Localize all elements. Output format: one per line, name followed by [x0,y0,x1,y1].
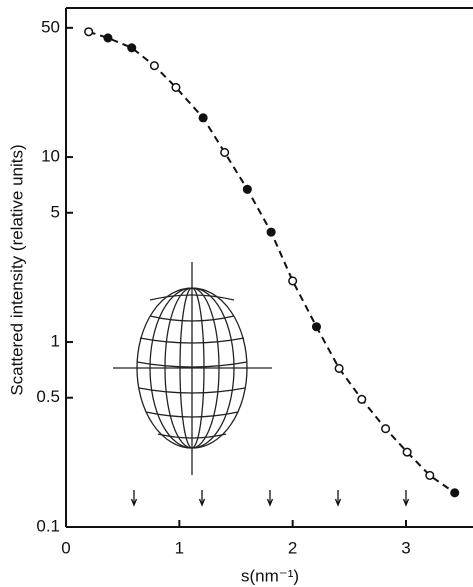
data-point [381,424,391,434]
ellipsoid-model [113,262,272,475]
data-point [84,27,94,37]
x-axis-label: s(nm⁻¹) [241,566,299,585]
y-tick-label: 0.1 [36,516,60,535]
arrow-marker [198,490,206,507]
data-point [198,113,208,123]
data-point [220,147,230,157]
data-point [288,276,298,286]
arrow-marker [402,490,410,507]
x-tick-label: 2 [288,538,297,557]
arrow-marker [266,490,274,507]
data-point [334,363,344,373]
data-point [149,61,159,71]
y-tick-label: 1 [51,332,60,351]
x-tick-label: 3 [401,538,410,557]
x-tick-label: 1 [175,538,184,557]
data-point [171,82,181,93]
y-tick-label: 10 [41,147,60,166]
arrow-marker [334,490,342,507]
arrow-marker [130,490,138,507]
data-point [311,322,322,332]
data-point [103,33,113,43]
data-point [357,394,367,404]
x-tick-label: 0 [61,538,70,557]
data-point [450,488,460,498]
y-axis-label: Scattered intensity (relative units) [7,144,26,395]
data-point [425,470,435,480]
data-point [127,43,137,53]
y-tick-label: 50 [41,17,60,36]
data-point [242,184,252,194]
data-point [402,447,412,457]
y-tick-label: 0.5 [36,387,60,406]
data-point [266,227,276,237]
fit-curve [88,30,456,494]
y-tick-label: 5 [51,202,60,221]
